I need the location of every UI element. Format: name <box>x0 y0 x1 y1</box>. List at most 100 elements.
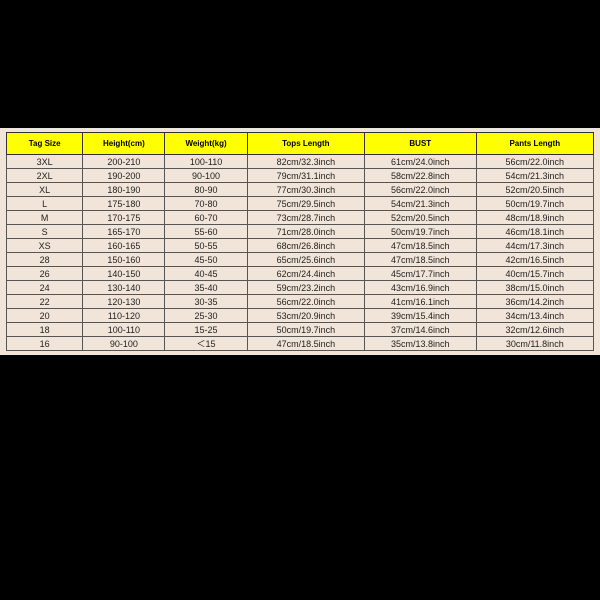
table-cell: 160-165 <box>83 239 165 253</box>
table-cell: 50-55 <box>165 239 247 253</box>
table-cell: 47cm/18.5inch <box>365 253 477 267</box>
table-cell: 18 <box>7 323 83 337</box>
table-row: 2XL190-20090-10079cm/31.1inch58cm/22.8in… <box>7 169 594 183</box>
table-cell: XL <box>7 183 83 197</box>
table-cell: 54cm/21.3inch <box>365 197 477 211</box>
table-cell: 35-40 <box>165 281 247 295</box>
col-header-tops-length: Tops Length <box>247 133 364 155</box>
table-cell: 40cm/15.7inch <box>476 267 593 281</box>
table-cell: 100-110 <box>165 155 247 169</box>
table-cell: 175-180 <box>83 197 165 211</box>
table-cell: 150-160 <box>83 253 165 267</box>
table-cell: 24 <box>7 281 83 295</box>
col-header-pants-length: Pants Length <box>476 133 593 155</box>
table-cell: 36cm/14.2inch <box>476 295 593 309</box>
table-cell: 43cm/16.9inch <box>365 281 477 295</box>
table-cell: 52cm/20.5inch <box>365 211 477 225</box>
table-row: L175-18070-8075cm/29.5inch54cm/21.3inch5… <box>7 197 594 211</box>
table-cell: 56cm/22.0inch <box>365 183 477 197</box>
table-cell: 165-170 <box>83 225 165 239</box>
table-cell: 41cm/16.1inch <box>365 295 477 309</box>
table-row: 20110-12025-3053cm/20.9inch39cm/15.4inch… <box>7 309 594 323</box>
table-cell: 42cm/16.5inch <box>476 253 593 267</box>
table-cell: 50cm/19.7inch <box>476 197 593 211</box>
table-cell: 73cm/28.7inch <box>247 211 364 225</box>
table-cell: 3XL <box>7 155 83 169</box>
table-cell: 32cm/12.6inch <box>476 323 593 337</box>
table-cell: 62cm/24.4inch <box>247 267 364 281</box>
table-cell: 180-190 <box>83 183 165 197</box>
table-cell: 90-100 <box>165 169 247 183</box>
table-cell: 79cm/31.1inch <box>247 169 364 183</box>
col-header-weight: Weight(kg) <box>165 133 247 155</box>
table-cell: 130-140 <box>83 281 165 295</box>
table-row: S165-17055-6071cm/28.0inch50cm/19.7inch4… <box>7 225 594 239</box>
table-cell: 71cm/28.0inch <box>247 225 364 239</box>
col-header-tag-size: Tag Size <box>7 133 83 155</box>
table-cell: 15-25 <box>165 323 247 337</box>
table-cell: 58cm/22.8inch <box>365 169 477 183</box>
table-cell: 2XL <box>7 169 83 183</box>
table-cell: 61cm/24.0inch <box>365 155 477 169</box>
table-row: 1690-100＜1547cm/18.5inch35cm/13.8inch30c… <box>7 337 594 351</box>
table-cell: 56cm/22.0inch <box>247 295 364 309</box>
table-cell: 75cm/29.5inch <box>247 197 364 211</box>
table-row: M170-17560-7073cm/28.7inch52cm/20.5inch4… <box>7 211 594 225</box>
table-cell: 45-50 <box>165 253 247 267</box>
table-cell: 90-100 <box>83 337 165 351</box>
table-row: 3XL200-210100-11082cm/32.3inch61cm/24.0i… <box>7 155 594 169</box>
table-cell: 28 <box>7 253 83 267</box>
table-cell: ＜15 <box>165 337 247 351</box>
table-cell: 82cm/32.3inch <box>247 155 364 169</box>
table-cell: 44cm/17.3inch <box>476 239 593 253</box>
table-cell: 35cm/13.8inch <box>365 337 477 351</box>
size-chart-table: Tag Size Height(cm) Weight(kg) Tops Leng… <box>6 132 594 351</box>
table-cell: 54cm/21.3inch <box>476 169 593 183</box>
table-cell: 59cm/23.2inch <box>247 281 364 295</box>
top-black-bar <box>0 0 600 128</box>
table-cell: 40-45 <box>165 267 247 281</box>
table-row: XS160-16550-5568cm/26.8inch47cm/18.5inch… <box>7 239 594 253</box>
table-cell: 77cm/30.3inch <box>247 183 364 197</box>
table-header-row: Tag Size Height(cm) Weight(kg) Tops Leng… <box>7 133 594 155</box>
table-row: 22120-13030-3556cm/22.0inch41cm/16.1inch… <box>7 295 594 309</box>
table-cell: 55-60 <box>165 225 247 239</box>
table-cell: 170-175 <box>83 211 165 225</box>
table-cell: 70-80 <box>165 197 247 211</box>
table-cell: L <box>7 197 83 211</box>
table-cell: 80-90 <box>165 183 247 197</box>
table-cell: 60-70 <box>165 211 247 225</box>
table-cell: 34cm/13.4inch <box>476 309 593 323</box>
table-row: 28150-16045-5065cm/25.6inch47cm/18.5inch… <box>7 253 594 267</box>
col-header-height: Height(cm) <box>83 133 165 155</box>
table-cell: 50cm/19.7inch <box>365 225 477 239</box>
bottom-black-bar <box>0 355 600 600</box>
table-cell: 45cm/17.7inch <box>365 267 477 281</box>
table-cell: 48cm/18.9inch <box>476 211 593 225</box>
table-cell: 38cm/15.0inch <box>476 281 593 295</box>
table-cell: 120-130 <box>83 295 165 309</box>
table-row: 24130-14035-4059cm/23.2inch43cm/16.9inch… <box>7 281 594 295</box>
table-cell: 200-210 <box>83 155 165 169</box>
table-cell: M <box>7 211 83 225</box>
size-chart-region: Tag Size Height(cm) Weight(kg) Tops Leng… <box>0 128 600 355</box>
table-cell: 39cm/15.4inch <box>365 309 477 323</box>
table-cell: 53cm/20.9inch <box>247 309 364 323</box>
table-cell: 46cm/18.1inch <box>476 225 593 239</box>
table-cell: 25-30 <box>165 309 247 323</box>
table-cell: 47cm/18.5inch <box>247 337 364 351</box>
table-row: 18100-11015-2550cm/19.7inch37cm/14.6inch… <box>7 323 594 337</box>
table-cell: 22 <box>7 295 83 309</box>
table-cell: 140-150 <box>83 267 165 281</box>
table-row: 26140-15040-4562cm/24.4inch45cm/17.7inch… <box>7 267 594 281</box>
table-cell: 30-35 <box>165 295 247 309</box>
table-cell: 47cm/18.5inch <box>365 239 477 253</box>
table-cell: XS <box>7 239 83 253</box>
table-cell: 26 <box>7 267 83 281</box>
table-cell: 190-200 <box>83 169 165 183</box>
table-cell: S <box>7 225 83 239</box>
table-cell: 100-110 <box>83 323 165 337</box>
table-row: XL180-19080-9077cm/30.3inch56cm/22.0inch… <box>7 183 594 197</box>
table-cell: 50cm/19.7inch <box>247 323 364 337</box>
table-cell: 56cm/22.0inch <box>476 155 593 169</box>
